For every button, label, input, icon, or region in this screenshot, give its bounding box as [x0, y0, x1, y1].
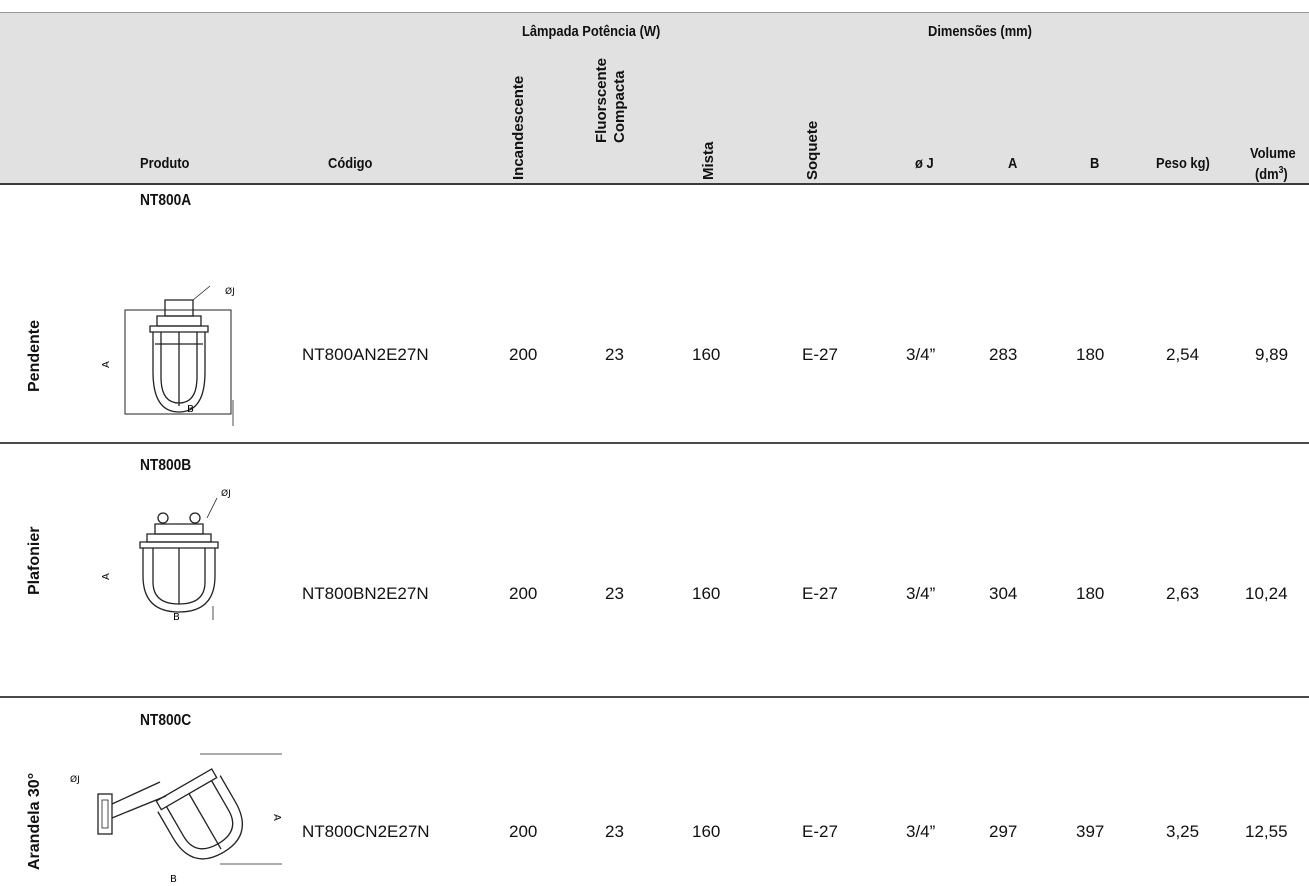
row-category-label: Plafonier — [26, 526, 43, 595]
plafonier-drawing-icon: ØJ A B — [101, 488, 231, 622]
col-header-mista: Mista — [700, 141, 717, 180]
col-header-dim-a: A — [1008, 155, 1018, 172]
cell-soquete: E-27 — [802, 822, 838, 841]
cell-mista: 160 — [692, 822, 721, 841]
cell-soquete: E-27 — [802, 584, 838, 603]
product-model-name: NT800B — [140, 457, 192, 474]
group-header-lampada: Lâmpada Potência (W) — [522, 23, 661, 40]
cell-codigo: NT800AN2E27N — [302, 345, 429, 364]
cell-dim-b: 180 — [1076, 584, 1105, 603]
cell-dim-a: 304 — [989, 584, 1018, 603]
cell-incandescente: 200 — [509, 584, 538, 603]
cell-mista: 160 — [692, 345, 721, 364]
col-header-fluorescente-1: Fluorscente — [593, 57, 610, 143]
cell-volume: 9,89 — [1255, 345, 1289, 364]
col-header-soquete: Soquete — [804, 120, 821, 180]
row-divider — [0, 442, 1309, 444]
row-category-label: Pendente — [26, 319, 43, 392]
col-header-volume: Volume — [1250, 145, 1296, 162]
cell-peso: 2,63 — [1166, 584, 1200, 603]
svg-text:B: B — [170, 874, 177, 884]
col-header-volume-unit: (dm3) — [1255, 165, 1288, 183]
cell-dim-a: 297 — [989, 822, 1018, 841]
col-header-codigo: Código — [328, 155, 373, 172]
svg-text:A: A — [101, 573, 112, 580]
svg-text:A: A — [101, 361, 112, 368]
pendente-drawing-icon: ØJ A B — [101, 285, 235, 426]
cell-dim-b: 180 — [1076, 345, 1105, 364]
svg-text:B: B — [173, 612, 180, 622]
col-header-fluorescente-2: Compacta — [611, 70, 628, 143]
cell-dim-j: 3/4” — [906, 345, 936, 364]
cell-codigo: NT800CN2E27N — [302, 822, 430, 841]
col-header-produto: Produto — [140, 155, 190, 172]
svg-text:ØJ: ØJ — [70, 774, 80, 785]
cell-codigo: NT800BN2E27N — [302, 584, 429, 603]
cell-peso: 2,54 — [1166, 345, 1200, 364]
row-divider — [0, 696, 1309, 698]
svg-text:A: A — [271, 814, 282, 821]
cell-dim-j: 3/4” — [906, 822, 936, 841]
cell-dim-b: 397 — [1076, 822, 1105, 841]
col-header-dim-b: B — [1090, 155, 1100, 172]
cell-fluorescente: 23 — [605, 822, 624, 841]
product-model-name: NT800C — [140, 712, 192, 729]
cell-incandescente: 200 — [509, 822, 538, 841]
cell-incandescente: 200 — [509, 345, 538, 364]
arandela-drawing-icon: ØJ A B — [70, 753, 282, 884]
col-header-dim-j: ø J — [915, 155, 934, 172]
cell-dim-j: 3/4” — [906, 584, 936, 603]
cell-soquete: E-27 — [802, 345, 838, 364]
cell-dim-a: 283 — [989, 345, 1018, 364]
svg-text:ØJ: ØJ — [221, 488, 231, 499]
svg-text:ØJ: ØJ — [225, 286, 235, 297]
cell-fluorescente: 23 — [605, 584, 624, 603]
table-header: Lâmpada Potência (W) Dimensões (mm) Prod… — [0, 12, 1309, 185]
product-model-name: NT800A — [140, 192, 192, 209]
row-category-label: Arandela 30° — [26, 772, 43, 870]
cell-volume: 10,24 — [1245, 584, 1288, 603]
col-header-incandescente: Incandescente — [510, 75, 527, 180]
cell-volume: 12,55 — [1245, 822, 1288, 841]
cell-mista: 160 — [692, 584, 721, 603]
cell-peso: 3,25 — [1166, 822, 1200, 841]
group-header-dimensoes: Dimensões (mm) — [928, 23, 1032, 40]
svg-text:B: B — [187, 404, 194, 415]
cell-fluorescente: 23 — [605, 345, 624, 364]
col-header-peso: Peso kg) — [1156, 155, 1210, 172]
